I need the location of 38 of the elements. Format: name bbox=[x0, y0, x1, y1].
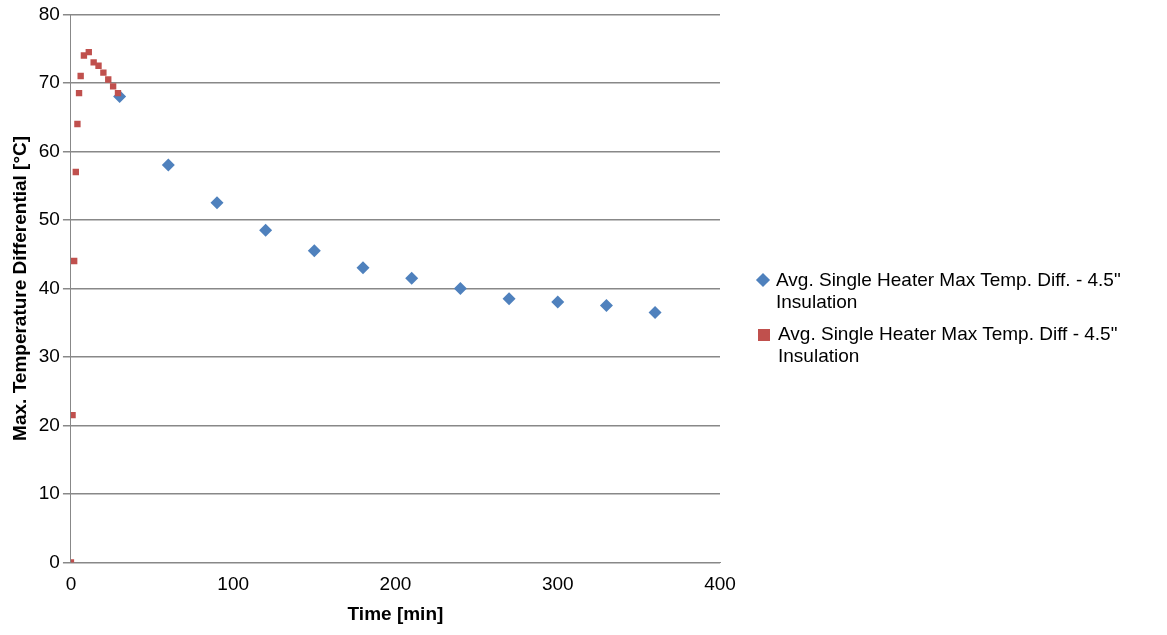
legend-label: Avg. Single Heater Max Temp. Diff - 4.5" Insulation bbox=[778, 322, 1119, 367]
point bbox=[100, 69, 107, 76]
point bbox=[551, 295, 565, 309]
point bbox=[109, 83, 117, 90]
y-tick-label: 10 bbox=[38, 482, 60, 504]
y-tick-label: 80 bbox=[38, 2, 60, 24]
point bbox=[161, 158, 175, 172]
point bbox=[74, 120, 81, 128]
point bbox=[210, 196, 224, 210]
y-tick-label: 70 bbox=[38, 71, 60, 93]
y-tick-label: 0 bbox=[49, 550, 60, 572]
point bbox=[453, 281, 467, 295]
point bbox=[599, 299, 613, 313]
point bbox=[502, 292, 516, 306]
x-tick-label: 300 bbox=[541, 573, 574, 595]
y-tick-label: 30 bbox=[38, 345, 60, 367]
point bbox=[259, 223, 273, 237]
point bbox=[307, 244, 321, 258]
y-tick-label: 20 bbox=[38, 413, 60, 435]
point bbox=[105, 76, 112, 83]
y-tick-label: 60 bbox=[38, 139, 60, 161]
point bbox=[95, 62, 102, 69]
x-tick-label: 200 bbox=[379, 573, 412, 595]
y-tick-label: 40 bbox=[38, 276, 60, 298]
point bbox=[70, 559, 75, 563]
y-tick-label: 50 bbox=[38, 208, 60, 230]
point bbox=[405, 271, 419, 285]
x-tick-label: 100 bbox=[217, 573, 250, 595]
y-axis-title: Max. Temperature Differential [°C] bbox=[8, 135, 30, 441]
point bbox=[80, 52, 88, 59]
legend-label: Avg. Single Heater Max Temp. Diff. - 4.5" Insulation bbox=[776, 268, 1122, 313]
point bbox=[70, 411, 76, 419]
point bbox=[356, 261, 370, 275]
point bbox=[648, 305, 662, 319]
x-tick-label: 400 bbox=[704, 573, 736, 595]
point bbox=[77, 72, 84, 80]
x-tick-label: 0 bbox=[65, 573, 77, 595]
x-axis-title: Time [min] bbox=[347, 602, 444, 624]
